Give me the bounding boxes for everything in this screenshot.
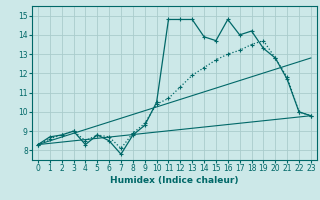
X-axis label: Humidex (Indice chaleur): Humidex (Indice chaleur) (110, 176, 239, 185)
